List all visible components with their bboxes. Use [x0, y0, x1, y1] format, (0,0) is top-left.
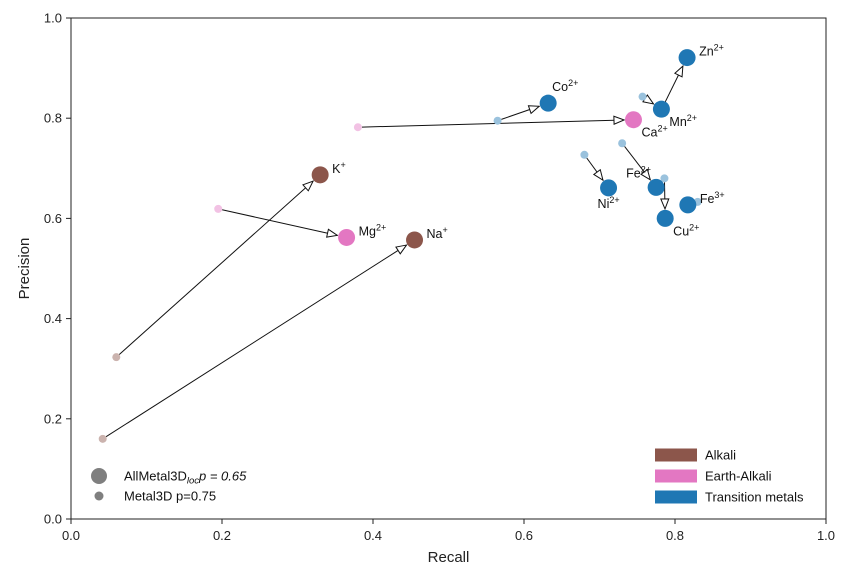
legend-label-transition: Transition metals [705, 490, 804, 505]
ion-label-fe: Fe3+ [700, 190, 725, 206]
x-tick-label: 0.0 [62, 528, 80, 543]
arrow-mn [646, 99, 654, 104]
method-legend: AllMetal3Dlocp = 0.65 Metal3D p=0.75 [91, 468, 247, 504]
legend-label-metal3d: Metal3D p=0.75 [124, 489, 216, 504]
ion-label-k: K+ [332, 160, 346, 176]
ion-label-mg: Mg2+ [359, 222, 387, 238]
x-tick-label: 1.0 [817, 528, 835, 543]
point-allmetal3d-na [406, 231, 424, 249]
x-tick-label: 0.8 [666, 528, 684, 543]
x-tick-label: 0.6 [515, 528, 533, 543]
arrow-co [501, 106, 539, 120]
ion-label-layer: K+ Na+ Mg2+ Ca2+ Co2+ Zn2+ Mn2+ Ni2+ Fe2+ Cu2+Fe3… [332, 43, 725, 241]
point-metal3d-ca [353, 123, 362, 132]
legend-label-allmetal3d: AllMetal3Dlocp = 0.65 [124, 469, 247, 487]
arrow-fe [624, 146, 651, 179]
arrow-layer [105, 66, 697, 438]
plot-frame [70, 17, 827, 520]
ion-label-zn: Zn2+ [699, 43, 724, 59]
point-metal3d-cu [660, 174, 669, 183]
legend-swatch-earth_alkali [655, 469, 697, 483]
y-tick-label: 1.0 [44, 11, 62, 26]
point-allmetal3d-fe [679, 196, 697, 214]
ion-label-co: Co2+ [552, 78, 578, 94]
point-metal3d-fe [618, 139, 627, 148]
arrow-mg [222, 209, 337, 236]
ion-label-cu: Cu2+ [673, 222, 699, 238]
arrow-ni [586, 157, 603, 180]
y-tick-label: 0.6 [44, 211, 62, 226]
ion-label-ni: Ni2+ [598, 195, 620, 211]
arrow-ca [361, 120, 624, 128]
axis-ticks: 0.0 0.2 0.4 0.6 0.8 1.0 0.0 0.2 0.4 0.6 0.8 1.0 [44, 11, 835, 544]
point-allmetal3d-ni [600, 179, 618, 197]
point-allmetal3d-ca [624, 111, 642, 129]
ion-label-fe: Fe2+ [626, 164, 651, 180]
x-tick-label: 0.4 [364, 528, 382, 543]
point-metal3d-ni [580, 150, 589, 159]
ion-label-na: Na+ [427, 225, 448, 241]
point-allmetal3d-k [311, 166, 329, 184]
y-tick-label: 0.4 [44, 311, 62, 326]
point-metal3d-mn [638, 92, 647, 101]
point-allmetal3d-co [539, 94, 557, 112]
arrow-zn [663, 66, 683, 105]
x-axis-title: Recall [428, 549, 470, 566]
point-metal3d-mg [214, 204, 223, 213]
point-allmetal3d-mg [338, 228, 356, 246]
y-axis-title: Precision [16, 238, 33, 300]
metal3d-points [98, 92, 702, 443]
point-metal3d-k [112, 353, 121, 362]
point-allmetal3d-mn [652, 100, 670, 118]
ion-label-mn: Mn2+ [669, 113, 697, 129]
y-tick-label: 0.8 [44, 111, 62, 126]
legend-swatch-alkali [655, 448, 697, 462]
arrow-k [118, 181, 313, 355]
category-legend: Alkali Earth-Alkali Transition metals [655, 448, 804, 505]
arrow-cu [665, 182, 666, 209]
legend-swatch-transition [655, 490, 697, 504]
arrow-na [105, 245, 406, 438]
point-allmetal3d-zn [678, 49, 696, 67]
legend-label-alkali: Alkali [705, 448, 736, 463]
y-tick-label: 0.0 [44, 512, 62, 527]
point-allmetal3d-fe [647, 178, 665, 196]
legend-marker-metal3d [94, 491, 104, 501]
allmetal3d-points [311, 49, 697, 249]
legend-marker-allmetal3d [91, 468, 107, 484]
point-metal3d-co [493, 116, 502, 125]
legend-label-earth_alkali: Earth-Alkali [705, 469, 772, 484]
point-metal3d-na [98, 434, 107, 443]
y-tick-label: 0.2 [44, 411, 62, 426]
point-allmetal3d-cu [656, 209, 674, 227]
ion-label-ca: Ca2+ [641, 124, 667, 140]
x-tick-label: 0.2 [213, 528, 231, 543]
